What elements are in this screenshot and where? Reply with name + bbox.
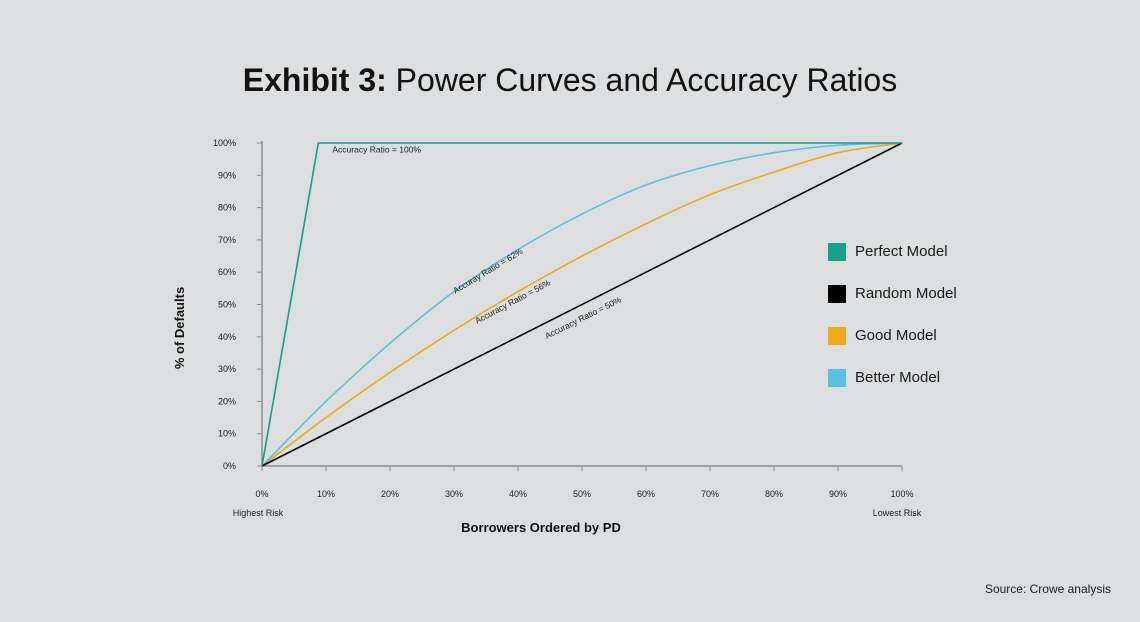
series-line-good-model	[261, 142, 903, 467]
series-line-random-model	[261, 142, 903, 467]
x-tick-label: 40%	[509, 489, 527, 499]
legend-swatch	[828, 369, 846, 387]
legend-item-random-model: Random Model	[828, 285, 957, 327]
series-line-perfect-model	[261, 142, 902, 467]
y-tick-label: 10%	[218, 429, 236, 439]
x-tick-label: 70%	[701, 489, 719, 499]
legend-swatch	[828, 285, 846, 303]
legend-item-perfect-model: Perfect Model	[828, 243, 957, 285]
chart-title-text: Power Curves and Accuracy Ratios	[395, 62, 898, 98]
y-tick-label: 20%	[218, 396, 236, 406]
y-tick-label: 80%	[218, 203, 236, 213]
legend-item-better-model: Better Model	[828, 369, 957, 411]
legend-label: Better Model	[855, 369, 941, 386]
y-tick-label: 0%	[223, 461, 236, 471]
y-tick-label: 50%	[218, 300, 236, 310]
x-tick-label: 90%	[829, 489, 847, 499]
x-tick-label: 100%	[890, 489, 913, 499]
legend-label: Good Model	[855, 327, 937, 344]
x-tick-label: 50%	[573, 489, 591, 499]
y-tick-label: 90%	[218, 170, 236, 180]
legend-swatch	[828, 243, 846, 261]
x-tick-label: 60%	[637, 489, 655, 499]
legend-label: Perfect Model	[855, 243, 948, 260]
y-tick-label: 40%	[218, 332, 236, 342]
accuracy-ratio-annotation: Accuracy Ratio = 100%	[332, 145, 421, 155]
chart-title: Exhibit 3: Power Curves and Accuracy Rat…	[0, 60, 1140, 100]
y-tick-label: 100%	[213, 138, 236, 148]
chart-legend: Perfect Model Random Model Good Model Bette…	[828, 243, 957, 411]
source-note: Source: Crowe analysis	[984, 582, 1111, 596]
x-tick-label: 10%	[317, 489, 335, 499]
x-end-label-left: Highest Risk	[233, 508, 284, 518]
series-line-better-model	[261, 142, 903, 467]
legend-swatch	[828, 327, 846, 345]
legend-item-good-model: Good Model	[828, 327, 957, 369]
legend-label: Random Model	[855, 285, 957, 302]
x-tick-label: 80%	[765, 489, 783, 499]
y-tick-label: 70%	[218, 235, 236, 245]
x-tick-label: 0%	[255, 489, 268, 499]
x-end-label-right: Lowest Risk	[873, 508, 922, 518]
x-axis-title: Borrowers Ordered by PD	[461, 520, 621, 535]
y-axis-title: % of Defaults	[172, 287, 187, 369]
accuracy-ratio-annotation: Accuray Ratio = 62%	[451, 246, 525, 296]
chart-title-bold: Exhibit 3:	[242, 62, 387, 98]
y-tick-label: 30%	[218, 364, 236, 374]
y-tick-label: 60%	[218, 267, 236, 277]
accuracy-ratio-annotation: Accuracy Ratio = 56%	[473, 277, 552, 325]
x-tick-label: 20%	[381, 489, 399, 499]
x-tick-label: 30%	[445, 489, 463, 499]
